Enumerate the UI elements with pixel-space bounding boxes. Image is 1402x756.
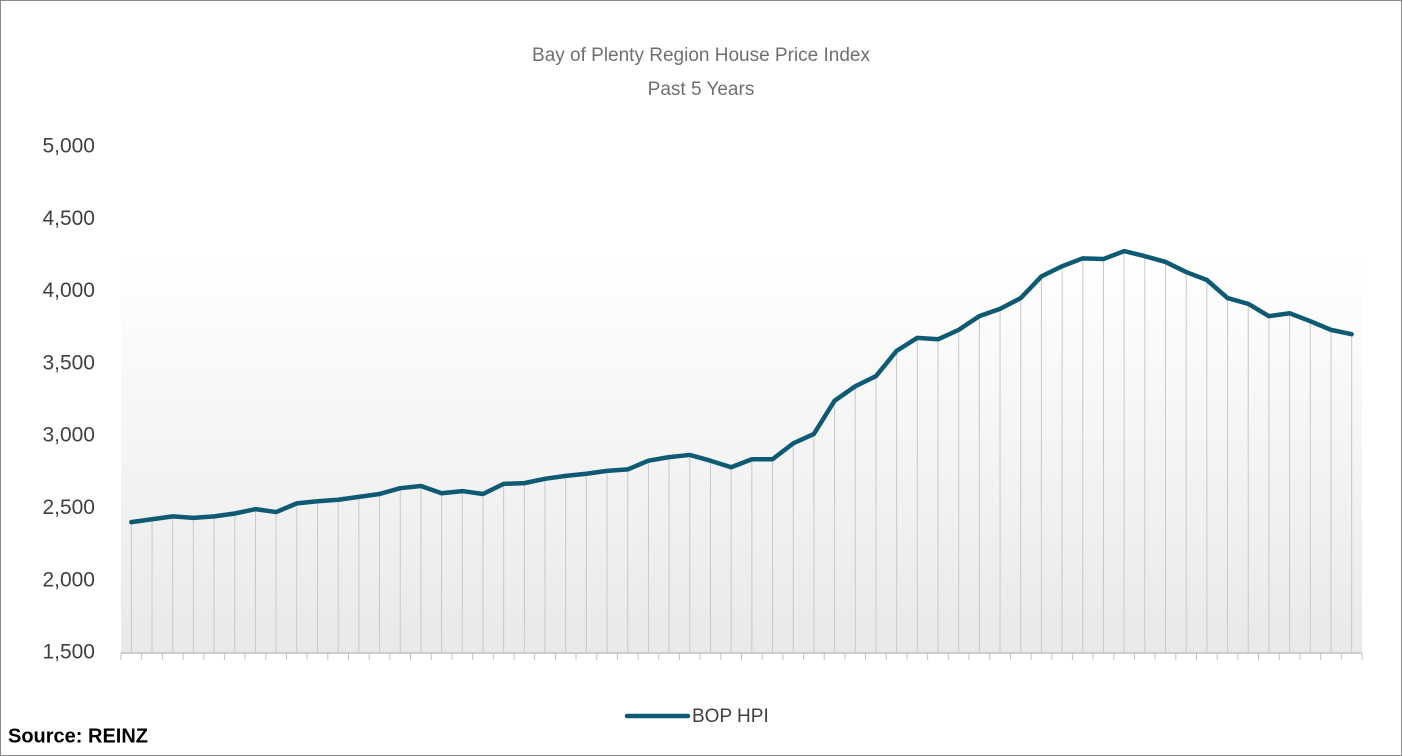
- plot-shade: [121, 255, 1362, 653]
- y-tick-label: 5,000: [42, 135, 95, 158]
- legend-label: BOP HPI: [692, 706, 769, 727]
- y-tick-label: 3,000: [42, 424, 95, 447]
- y-tick-label: 3,500: [42, 351, 95, 374]
- chart-subtitle: Past 5 Years: [648, 79, 755, 100]
- series-line: [129, 248, 1354, 525]
- y-tick-label: 2,000: [42, 568, 95, 591]
- y-tick-label: 1,500: [42, 641, 95, 664]
- y-tick-label: 4,500: [42, 207, 95, 230]
- y-tick-label: 4,000: [42, 279, 95, 302]
- chart-title: Bay of Plenty Region House Price Index: [532, 45, 870, 66]
- y-tick-label: 2,500: [42, 496, 95, 519]
- source-note: Source: REINZ: [8, 725, 148, 747]
